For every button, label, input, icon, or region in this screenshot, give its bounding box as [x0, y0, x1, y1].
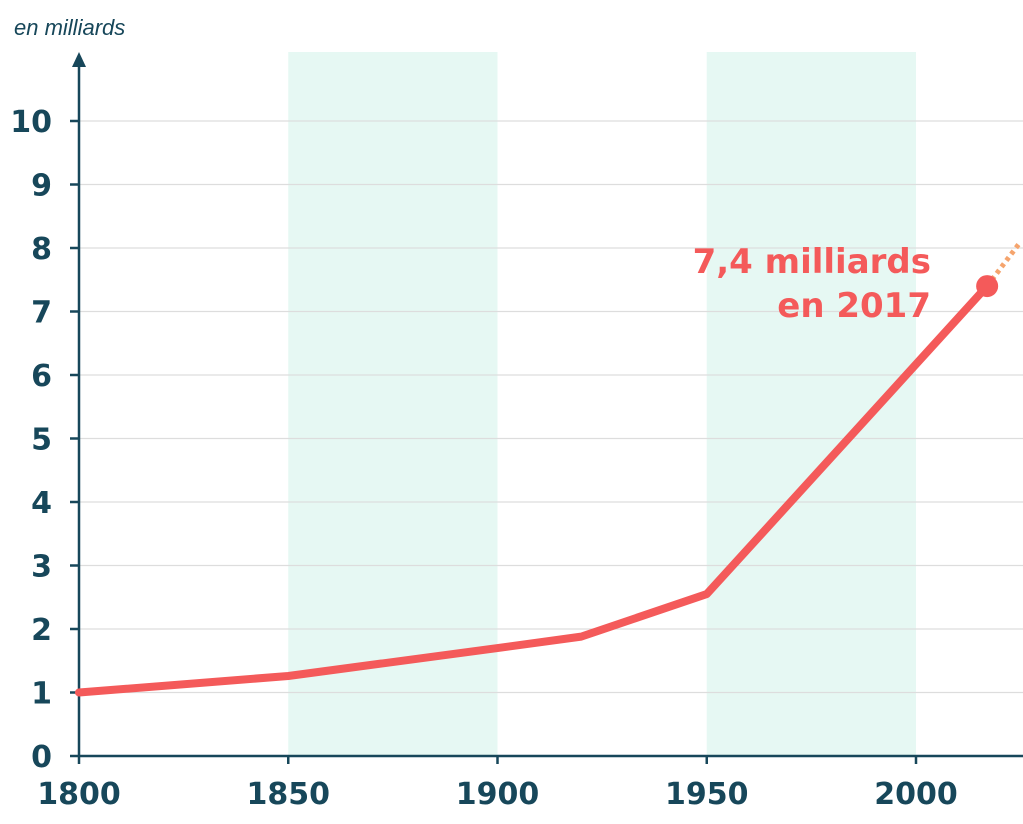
- x-tick-label-1850: 1850: [247, 777, 331, 812]
- y-tick-label-5: 5: [31, 423, 52, 458]
- annotation-year-label: en 2017: [777, 286, 931, 326]
- y-tick-label-9: 9: [31, 169, 52, 204]
- y-axis-unit-label: en milliards: [14, 15, 125, 40]
- y-tick-label-1: 1: [31, 677, 52, 712]
- highlight-point-2017: [976, 275, 999, 298]
- series: [75, 240, 1023, 697]
- annotation-value-label: 7,4 milliards: [693, 242, 931, 282]
- x-tick-label-1950: 1950: [665, 777, 749, 812]
- series-line-0: [75, 282, 992, 697]
- y-tick-label-8: 8: [31, 232, 52, 267]
- shaded-periods: [288, 52, 916, 756]
- y-axis-arrow-icon: [72, 52, 86, 67]
- y-tick-label-7: 7: [31, 296, 52, 331]
- y-tick-label-3: 3: [31, 550, 52, 585]
- x-tick-label-1800: 1800: [37, 777, 121, 812]
- y-tick-label-0: 0: [31, 740, 52, 775]
- x-tick-label-1900: 1900: [456, 777, 540, 812]
- annotation: 7,4 milliards en 2017: [693, 242, 931, 326]
- y-tick-label-4: 4: [31, 486, 52, 521]
- axes: [72, 52, 1023, 758]
- tick-labels: 0 1 2 3 4 5 6 7 8 9 10 1800 1850 1900 1950 2000: [10, 105, 958, 812]
- x-tick-label-2000: 2000: [874, 777, 958, 812]
- gridlines: [79, 120, 1023, 694]
- y-tick-label-2: 2: [31, 613, 52, 648]
- y-tick-label-6: 6: [31, 359, 52, 394]
- shaded-period-1850-1900: [288, 52, 498, 756]
- y-tick-label-10: 10: [10, 105, 52, 140]
